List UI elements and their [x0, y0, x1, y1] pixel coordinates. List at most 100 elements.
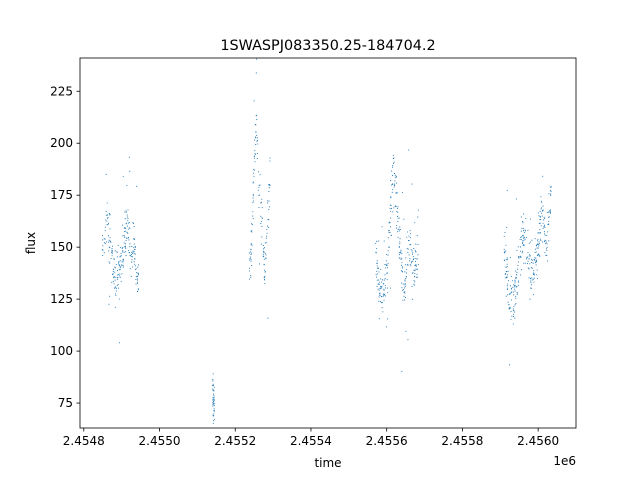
- data-point: [135, 279, 137, 281]
- data-point: [251, 223, 253, 225]
- data-point: [124, 227, 126, 229]
- data-point: [121, 261, 123, 263]
- data-point: [268, 209, 270, 211]
- data-point: [128, 249, 130, 252]
- data-point: [536, 277, 538, 280]
- data-point: [539, 222, 541, 224]
- data-point: [212, 400, 214, 402]
- data-point: [508, 304, 510, 306]
- data-point: [510, 319, 512, 321]
- data-point: [137, 275, 139, 277]
- data-point: [383, 279, 385, 281]
- data-point: [534, 262, 536, 264]
- data-point: [413, 269, 415, 271]
- data-point: [414, 270, 416, 272]
- data-point: [415, 265, 418, 267]
- data-point: [120, 246, 122, 249]
- data-point: [376, 267, 378, 269]
- data-point: [376, 279, 378, 281]
- data-point: [536, 255, 538, 257]
- data-point: [542, 209, 544, 211]
- data-point: [375, 247, 378, 250]
- data-point: [125, 247, 127, 250]
- data-point: [114, 267, 116, 269]
- data-point: [132, 222, 134, 224]
- data-point: [505, 244, 507, 246]
- data-point: [503, 248, 505, 250]
- data-point: [116, 251, 118, 253]
- data-point: [104, 226, 106, 228]
- data-point: [402, 299, 404, 301]
- data-point: [532, 278, 534, 280]
- data-point: [513, 286, 515, 288]
- data-point: [543, 231, 546, 233]
- data-point: [127, 222, 129, 224]
- data-point: [545, 241, 547, 243]
- data-point: [386, 267, 388, 269]
- data-point: [530, 287, 532, 289]
- data-point: [261, 198, 263, 200]
- data-point: [116, 270, 119, 272]
- data-point: [267, 317, 269, 319]
- data-point: [402, 267, 404, 269]
- data-point: [409, 244, 411, 246]
- data-point: [126, 231, 128, 234]
- data-point: [125, 210, 127, 212]
- data-point: [125, 230, 127, 232]
- data-point: [518, 255, 520, 258]
- data-point: [264, 275, 266, 277]
- data-point: [212, 405, 214, 407]
- data-point: [531, 267, 533, 269]
- data-point: [376, 240, 378, 242]
- data-point: [261, 201, 263, 203]
- data-point: [111, 255, 113, 257]
- data-point: [511, 315, 513, 317]
- data-point: [124, 218, 126, 220]
- data-point: [111, 252, 113, 254]
- data-point: [131, 245, 133, 247]
- data-point: [548, 240, 550, 242]
- data-point: [507, 280, 509, 282]
- data-point: [416, 258, 418, 260]
- data-point: [265, 241, 267, 243]
- data-point: [534, 238, 536, 240]
- data-point: [212, 413, 214, 415]
- data-point: [386, 272, 388, 274]
- data-point: [543, 216, 545, 218]
- data-point: [543, 225, 545, 227]
- data-point: [544, 218, 546, 220]
- data-point: [137, 289, 139, 291]
- data-point: [376, 265, 378, 267]
- data-point: [378, 271, 380, 273]
- data-point: [134, 238, 136, 240]
- data-point: [505, 273, 507, 275]
- data-point: [261, 217, 263, 219]
- data-point: [515, 295, 517, 298]
- data-point: [381, 307, 383, 309]
- data-point: [377, 288, 379, 290]
- data-point: [512, 291, 514, 293]
- data-point: [521, 227, 523, 229]
- data-point: [108, 241, 110, 243]
- data-point: [396, 208, 398, 210]
- data-point: [267, 225, 269, 227]
- data-point: [507, 270, 509, 272]
- data-point: [379, 301, 382, 303]
- data-point: [412, 272, 414, 274]
- data-point: [265, 257, 267, 259]
- data-point: [542, 175, 544, 177]
- data-point: [213, 390, 215, 392]
- data-point: [381, 279, 383, 281]
- data-point: [390, 210, 392, 212]
- data-point: [256, 58, 258, 60]
- data-point: [125, 223, 127, 225]
- data-point: [404, 292, 406, 294]
- data-point: [534, 251, 536, 253]
- data-point: [394, 174, 396, 176]
- data-point: [400, 252, 402, 254]
- data-point: [266, 228, 268, 231]
- data-point: [411, 253, 413, 255]
- data-point: [254, 124, 256, 126]
- data-point: [543, 240, 545, 243]
